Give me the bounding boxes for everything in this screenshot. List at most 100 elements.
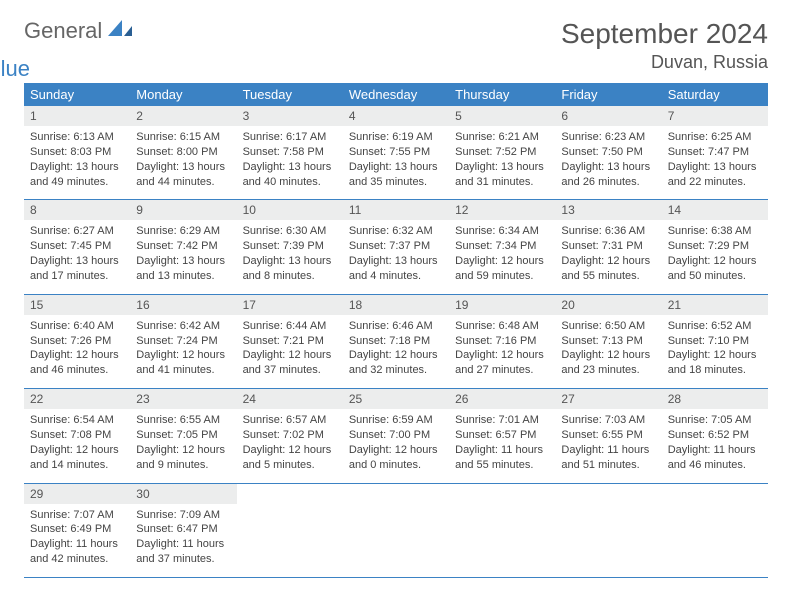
day-details: Sunrise: 6:27 AMSunset: 7:45 PMDaylight:… xyxy=(24,220,130,293)
calendar-day-cell: 22Sunrise: 6:54 AMSunset: 7:08 PMDayligh… xyxy=(24,389,130,483)
calendar-day-cell: 16Sunrise: 6:42 AMSunset: 7:24 PMDayligh… xyxy=(130,294,236,388)
calendar-day-cell: 7Sunrise: 6:25 AMSunset: 7:47 PMDaylight… xyxy=(662,106,768,200)
weekday-header: Sunday xyxy=(24,83,130,106)
calendar-day-cell: 29Sunrise: 7:07 AMSunset: 6:49 PMDayligh… xyxy=(24,483,130,577)
daylight-line: Daylight: 12 hours and 23 minutes. xyxy=(561,348,655,378)
sunset-line: Sunset: 7:26 PM xyxy=(30,334,124,349)
daylight-line: Daylight: 13 hours and 8 minutes. xyxy=(243,254,337,284)
sunset-line: Sunset: 6:57 PM xyxy=(455,428,549,443)
day-number: 2 xyxy=(130,106,236,126)
day-details: Sunrise: 6:23 AMSunset: 7:50 PMDaylight:… xyxy=(555,126,661,199)
sunset-line: Sunset: 7:05 PM xyxy=(136,428,230,443)
calendar-day-cell: 3Sunrise: 6:17 AMSunset: 7:58 PMDaylight… xyxy=(237,106,343,200)
day-number: 22 xyxy=(24,389,130,409)
day-number: 15 xyxy=(24,295,130,315)
calendar-day-cell: 6Sunrise: 6:23 AMSunset: 7:50 PMDaylight… xyxy=(555,106,661,200)
sunrise-line: Sunrise: 6:57 AM xyxy=(243,413,337,428)
daylight-line: Daylight: 12 hours and 55 minutes. xyxy=(561,254,655,284)
sunrise-line: Sunrise: 6:40 AM xyxy=(30,319,124,334)
daylight-line: Daylight: 13 hours and 44 minutes. xyxy=(136,160,230,190)
calendar-day-cell: 17Sunrise: 6:44 AMSunset: 7:21 PMDayligh… xyxy=(237,294,343,388)
calendar-day-cell: 27Sunrise: 7:03 AMSunset: 6:55 PMDayligh… xyxy=(555,389,661,483)
sunset-line: Sunset: 6:52 PM xyxy=(668,428,762,443)
calendar-day-cell xyxy=(237,483,343,577)
day-number: 21 xyxy=(662,295,768,315)
month-title: September 2024 xyxy=(561,18,768,50)
day-number: 11 xyxy=(343,200,449,220)
daylight-line: Daylight: 12 hours and 18 minutes. xyxy=(668,348,762,378)
day-number: 18 xyxy=(343,295,449,315)
daylight-line: Daylight: 13 hours and 31 minutes. xyxy=(455,160,549,190)
day-number: 9 xyxy=(130,200,236,220)
daylight-line: Daylight: 12 hours and 14 minutes. xyxy=(30,443,124,473)
day-details: Sunrise: 6:46 AMSunset: 7:18 PMDaylight:… xyxy=(343,315,449,388)
day-details: Sunrise: 7:01 AMSunset: 6:57 PMDaylight:… xyxy=(449,409,555,482)
calendar-day-cell: 1Sunrise: 6:13 AMSunset: 8:03 PMDaylight… xyxy=(24,106,130,200)
day-details: Sunrise: 6:21 AMSunset: 7:52 PMDaylight:… xyxy=(449,126,555,199)
brand-sail-icon xyxy=(108,18,134,44)
calendar-day-cell: 12Sunrise: 6:34 AMSunset: 7:34 PMDayligh… xyxy=(449,200,555,294)
weekday-header: Monday xyxy=(130,83,236,106)
day-number: 28 xyxy=(662,389,768,409)
sunset-line: Sunset: 7:02 PM xyxy=(243,428,337,443)
calendar-day-cell xyxy=(343,483,449,577)
day-number: 14 xyxy=(662,200,768,220)
day-details: Sunrise: 6:34 AMSunset: 7:34 PMDaylight:… xyxy=(449,220,555,293)
day-details: Sunrise: 6:59 AMSunset: 7:00 PMDaylight:… xyxy=(343,409,449,482)
day-number: 12 xyxy=(449,200,555,220)
day-number: 13 xyxy=(555,200,661,220)
sunrise-line: Sunrise: 6:50 AM xyxy=(561,319,655,334)
brand-logo: General Blue xyxy=(24,18,134,70)
daylight-line: Daylight: 13 hours and 22 minutes. xyxy=(668,160,762,190)
day-number: 19 xyxy=(449,295,555,315)
calendar-day-cell: 2Sunrise: 6:15 AMSunset: 8:00 PMDaylight… xyxy=(130,106,236,200)
day-number: 30 xyxy=(130,484,236,504)
day-number: 23 xyxy=(130,389,236,409)
daylight-line: Daylight: 12 hours and 46 minutes. xyxy=(30,348,124,378)
sunrise-line: Sunrise: 7:07 AM xyxy=(30,508,124,523)
day-details: Sunrise: 7:05 AMSunset: 6:52 PMDaylight:… xyxy=(662,409,768,482)
daylight-line: Daylight: 13 hours and 13 minutes. xyxy=(136,254,230,284)
daylight-line: Daylight: 12 hours and 41 minutes. xyxy=(136,348,230,378)
day-details: Sunrise: 6:44 AMSunset: 7:21 PMDaylight:… xyxy=(237,315,343,388)
sunrise-line: Sunrise: 7:05 AM xyxy=(668,413,762,428)
sunrise-line: Sunrise: 6:30 AM xyxy=(243,224,337,239)
calendar-week-row: 22Sunrise: 6:54 AMSunset: 7:08 PMDayligh… xyxy=(24,389,768,483)
calendar-day-cell: 28Sunrise: 7:05 AMSunset: 6:52 PMDayligh… xyxy=(662,389,768,483)
calendar-day-cell: 11Sunrise: 6:32 AMSunset: 7:37 PMDayligh… xyxy=(343,200,449,294)
title-block: September 2024 Duvan, Russia xyxy=(561,18,768,73)
sunset-line: Sunset: 7:00 PM xyxy=(349,428,443,443)
sunrise-line: Sunrise: 6:59 AM xyxy=(349,413,443,428)
day-number: 5 xyxy=(449,106,555,126)
sunset-line: Sunset: 7:16 PM xyxy=(455,334,549,349)
day-details: Sunrise: 6:32 AMSunset: 7:37 PMDaylight:… xyxy=(343,220,449,293)
calendar-day-cell xyxy=(449,483,555,577)
weekday-header: Thursday xyxy=(449,83,555,106)
day-number: 10 xyxy=(237,200,343,220)
sunset-line: Sunset: 7:08 PM xyxy=(30,428,124,443)
sunrise-line: Sunrise: 6:32 AM xyxy=(349,224,443,239)
weekday-header-row: SundayMondayTuesdayWednesdayThursdayFrid… xyxy=(24,83,768,106)
sunset-line: Sunset: 7:42 PM xyxy=(136,239,230,254)
calendar-day-cell: 19Sunrise: 6:48 AMSunset: 7:16 PMDayligh… xyxy=(449,294,555,388)
day-details: Sunrise: 7:09 AMSunset: 6:47 PMDaylight:… xyxy=(130,504,236,577)
sunrise-line: Sunrise: 6:25 AM xyxy=(668,130,762,145)
sunset-line: Sunset: 7:55 PM xyxy=(349,145,443,160)
daylight-line: Daylight: 12 hours and 0 minutes. xyxy=(349,443,443,473)
day-number: 4 xyxy=(343,106,449,126)
day-details: Sunrise: 6:57 AMSunset: 7:02 PMDaylight:… xyxy=(237,409,343,482)
day-details: Sunrise: 7:03 AMSunset: 6:55 PMDaylight:… xyxy=(555,409,661,482)
daylight-line: Daylight: 11 hours and 55 minutes. xyxy=(455,443,549,473)
sunset-line: Sunset: 7:21 PM xyxy=(243,334,337,349)
daylight-line: Daylight: 12 hours and 5 minutes. xyxy=(243,443,337,473)
sunrise-line: Sunrise: 7:03 AM xyxy=(561,413,655,428)
sunset-line: Sunset: 7:37 PM xyxy=(349,239,443,254)
day-number: 8 xyxy=(24,200,130,220)
calendar-day-cell: 21Sunrise: 6:52 AMSunset: 7:10 PMDayligh… xyxy=(662,294,768,388)
sunrise-line: Sunrise: 6:17 AM xyxy=(243,130,337,145)
sunset-line: Sunset: 6:49 PM xyxy=(30,522,124,537)
day-number: 6 xyxy=(555,106,661,126)
sunset-line: Sunset: 8:00 PM xyxy=(136,145,230,160)
calendar-day-cell: 24Sunrise: 6:57 AMSunset: 7:02 PMDayligh… xyxy=(237,389,343,483)
calendar-day-cell: 13Sunrise: 6:36 AMSunset: 7:31 PMDayligh… xyxy=(555,200,661,294)
